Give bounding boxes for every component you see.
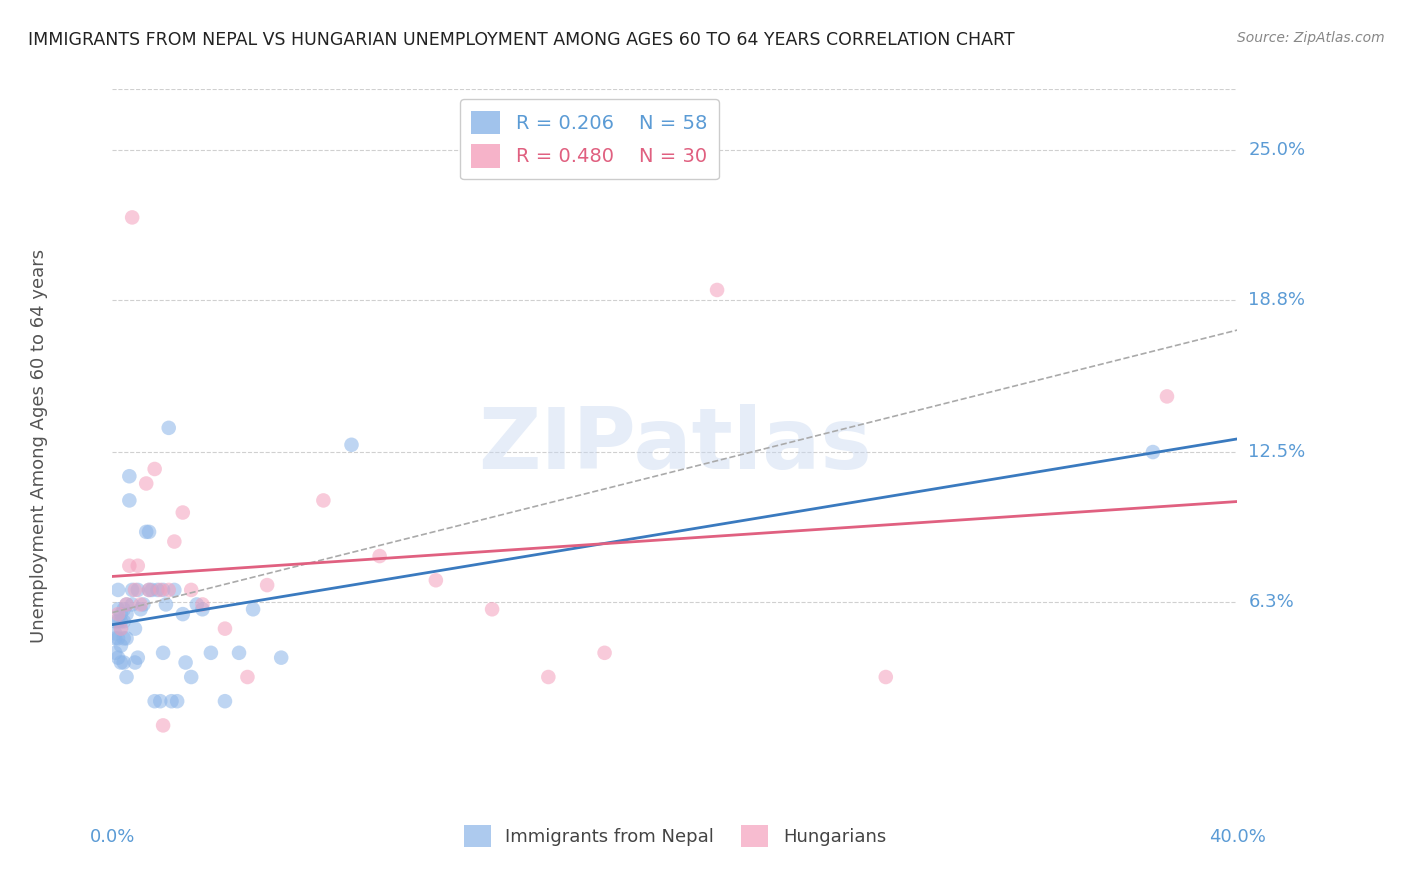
Point <box>135 524 157 539</box>
Point <box>110 622 132 636</box>
Point <box>180 582 202 597</box>
Point <box>425 574 447 588</box>
Point <box>115 670 138 684</box>
Text: 6.3%: 6.3% <box>1249 593 1294 611</box>
Point <box>132 598 155 612</box>
Point <box>107 582 129 597</box>
Text: Source: ZipAtlas.com: Source: ZipAtlas.com <box>1237 31 1385 45</box>
Point <box>124 622 146 636</box>
Point <box>115 598 138 612</box>
Point <box>107 607 129 621</box>
Point <box>115 632 138 646</box>
Point <box>146 582 169 597</box>
Point <box>191 598 214 612</box>
Point <box>152 718 174 732</box>
Point <box>368 549 391 563</box>
Text: 0.0%: 0.0% <box>90 828 135 846</box>
Point <box>149 582 172 597</box>
Point <box>121 582 143 597</box>
Point <box>127 558 149 573</box>
Point <box>180 670 202 684</box>
Point <box>104 632 127 646</box>
Point <box>157 582 180 597</box>
Point <box>166 694 188 708</box>
Point <box>138 582 160 597</box>
Legend: Immigrants from Nepal, Hungarians: Immigrants from Nepal, Hungarians <box>457 818 893 855</box>
Text: 18.8%: 18.8% <box>1249 291 1305 309</box>
Point <box>242 602 264 616</box>
Point <box>228 646 250 660</box>
Text: 12.5%: 12.5% <box>1249 443 1306 461</box>
Point <box>138 582 160 597</box>
Point <box>107 650 129 665</box>
Point <box>107 632 129 646</box>
Point <box>270 650 292 665</box>
Point <box>214 694 236 708</box>
Point <box>110 622 132 636</box>
Point <box>143 462 166 476</box>
Point <box>104 626 127 640</box>
Point <box>118 493 141 508</box>
Point <box>143 694 166 708</box>
Point <box>172 506 194 520</box>
Point <box>135 476 157 491</box>
Point <box>186 598 208 612</box>
Point <box>157 421 180 435</box>
Point <box>127 582 149 597</box>
Point <box>110 607 132 621</box>
Point <box>155 598 177 612</box>
Point <box>537 670 560 684</box>
Point <box>152 646 174 660</box>
Point <box>112 602 135 616</box>
Point <box>121 598 143 612</box>
Point <box>112 656 135 670</box>
Point <box>141 582 163 597</box>
Text: ZIPatlas: ZIPatlas <box>478 404 872 488</box>
Point <box>107 615 129 629</box>
Point <box>118 469 141 483</box>
Text: Unemployment Among Ages 60 to 64 years: Unemployment Among Ages 60 to 64 years <box>31 249 48 643</box>
Point <box>110 656 132 670</box>
Point <box>129 602 152 616</box>
Point <box>593 646 616 660</box>
Point <box>172 607 194 621</box>
Point <box>118 558 141 573</box>
Point <box>124 656 146 670</box>
Point <box>174 656 197 670</box>
Point <box>110 615 132 629</box>
Point <box>152 582 174 597</box>
Point <box>163 534 186 549</box>
Text: 25.0%: 25.0% <box>1249 141 1306 159</box>
Point <box>112 632 135 646</box>
Point <box>112 615 135 629</box>
Point <box>1156 389 1178 403</box>
Point <box>124 582 146 597</box>
Point <box>160 694 183 708</box>
Point <box>312 493 335 508</box>
Point <box>706 283 728 297</box>
Point <box>107 602 129 616</box>
Point <box>129 598 152 612</box>
Point <box>256 578 278 592</box>
Text: IMMIGRANTS FROM NEPAL VS HUNGARIAN UNEMPLOYMENT AMONG AGES 60 TO 64 YEARS CORREL: IMMIGRANTS FROM NEPAL VS HUNGARIAN UNEMP… <box>28 31 1015 49</box>
Point <box>149 694 172 708</box>
Point <box>200 646 222 660</box>
Text: 40.0%: 40.0% <box>1209 828 1265 846</box>
Point <box>1142 445 1164 459</box>
Point <box>110 639 132 653</box>
Point <box>163 582 186 597</box>
Point <box>340 438 363 452</box>
Point <box>121 211 143 225</box>
Point <box>127 650 149 665</box>
Point <box>104 615 127 629</box>
Point <box>115 598 138 612</box>
Point <box>875 670 897 684</box>
Point <box>115 607 138 621</box>
Point <box>104 646 127 660</box>
Point <box>191 602 214 616</box>
Point <box>214 622 236 636</box>
Point <box>236 670 259 684</box>
Point <box>481 602 503 616</box>
Point <box>138 524 160 539</box>
